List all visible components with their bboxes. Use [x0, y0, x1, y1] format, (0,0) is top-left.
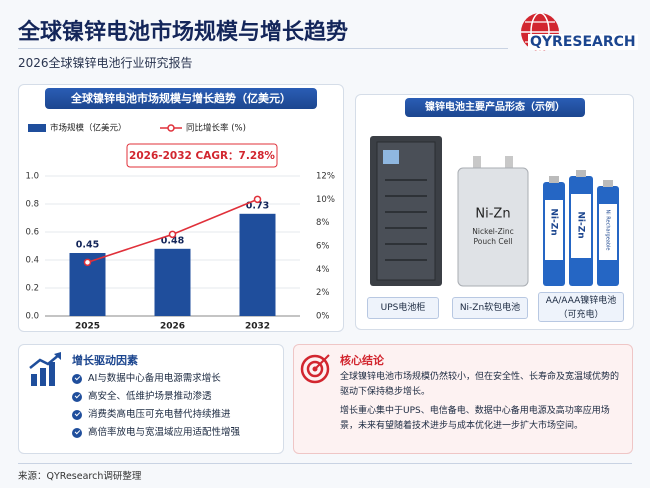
product-images: Ni-Zn Nickel-Zinc Pouch Cell Ni-Zn Ni-Zn… — [370, 136, 619, 287]
product-label: AA/AAA镍锌电池 — [545, 296, 617, 306]
conclusion-paragraph: 增长重心集中于UPS、电信备电、数据中心备用电源及高功率应用场景，未来有望随着技… — [340, 406, 610, 431]
driver-item: 高安全、低维护场景推动渗透 — [72, 388, 277, 406]
annotation: 2026-2032 CAGR：7.28% — [129, 150, 275, 162]
bar — [154, 248, 191, 316]
driver-item: 高倍率放电与宽温域应用适配性增强 — [72, 424, 277, 442]
pouch-tab — [473, 156, 481, 172]
x-tick-label: 2025 — [75, 322, 100, 332]
bar-value-label: 0.73 — [246, 200, 269, 211]
bar-value-label: 0.48 — [161, 235, 185, 246]
y-tick-label: 0.0 — [25, 312, 39, 322]
pouch-cell — [457, 167, 529, 287]
product-label: Ni-Zn软包电池 — [452, 297, 528, 319]
pouch-label: Nickel-Zinc — [472, 227, 513, 236]
drivers-icon — [29, 352, 61, 386]
pouch-tab — [505, 156, 513, 172]
drivers-list: AI与数据中心备用电源需求增长 高安全、低维护场景推动渗透 消费类高电压可充电替… — [72, 370, 277, 442]
y2-tick-label: 2% — [316, 288, 330, 298]
product-label: UPS电池柜 — [367, 297, 439, 319]
legend-label: 同比增长率 (%) — [186, 123, 246, 134]
y2-tick-label: 12% — [316, 172, 335, 182]
y2-tick-label: 10% — [316, 195, 335, 205]
y2-tick-label: 4% — [316, 265, 330, 275]
legend-swatch — [28, 124, 46, 132]
drivers-title: 增长驱动因素 — [72, 354, 138, 367]
y-tick-label: 0.8 — [25, 200, 39, 210]
footer-divider — [18, 463, 632, 464]
conclusion-title: 核心结论 — [340, 354, 384, 367]
pouch-label: Pouch Cell — [474, 237, 513, 246]
page-subtitle: 2026全球镍锌电池行业研究报告 — [18, 56, 193, 70]
divider — [18, 48, 508, 49]
battery-label: Ni Rechargeable — [605, 210, 611, 251]
page-title: 全球镍锌电池市场规模与增长趋势 — [18, 20, 349, 45]
product-label-box: AA/AAA镍锌电池 （可充电） — [538, 292, 624, 322]
conclusion-icon — [300, 354, 330, 384]
pouch-label: Ni-Zn — [475, 207, 510, 222]
line-marker — [168, 230, 177, 239]
driver-item: 消费类高电压可充电替代持续推进 — [72, 406, 277, 424]
ups-vents — [385, 179, 427, 261]
batteries — [543, 170, 619, 286]
legend-label: 市场规模（亿美元） — [50, 123, 127, 134]
y2-tick-label: 0% — [316, 312, 330, 322]
x-tick-label: 2026 — [160, 322, 185, 332]
y-tick-label: 1.0 — [25, 172, 39, 182]
source: 来源：QYResearch调研整理 — [18, 471, 142, 482]
battery-label: Ni-Zn — [576, 211, 586, 238]
chart: 0.0 0.2 0.4 0.6 0.8 1.0 0% 2% 4% 6% 8% 10% 12% 市场规模（亿… — [25, 123, 335, 332]
annotation-box — [126, 143, 278, 168]
y2-tick-label: 6% — [316, 242, 330, 252]
battery-label: Ni-Zn — [549, 208, 559, 235]
ups-screen — [383, 150, 399, 164]
logo-text: QYRESEARCH — [528, 34, 638, 50]
products-title: 镍锌电池主要产品形态（示例） — [405, 98, 585, 117]
x-tick-label: 2032 — [245, 322, 270, 332]
line-marker — [83, 258, 92, 267]
y-tick-label: 0.6 — [25, 228, 39, 238]
driver-item: AI与数据中心备用电源需求增长 — [72, 370, 277, 388]
chart-title: 全球镍锌电池市场规模与增长趋势（亿美元） — [45, 88, 317, 109]
bar — [239, 213, 276, 316]
y-tick-label: 0.4 — [25, 256, 39, 266]
line-marker — [253, 195, 262, 204]
conclusion-text: 全球镍锌电池市场规模仍然较小，但在安全性、长寿命及宽温域优势的驱动下保持稳步增长… — [340, 370, 622, 434]
bar-value-label: 0.45 — [76, 240, 99, 251]
conclusion-panel — [293, 344, 633, 454]
conclusion-paragraph: 全球镍锌电池市场规模仍然较小，但在安全性、长寿命及宽温域优势的驱动下保持稳步增长… — [340, 372, 620, 397]
product-label: （可充电） — [558, 310, 604, 320]
y2-tick-label: 8% — [316, 218, 330, 228]
y-tick-label: 0.2 — [25, 284, 39, 294]
legend-swatch — [167, 124, 175, 132]
